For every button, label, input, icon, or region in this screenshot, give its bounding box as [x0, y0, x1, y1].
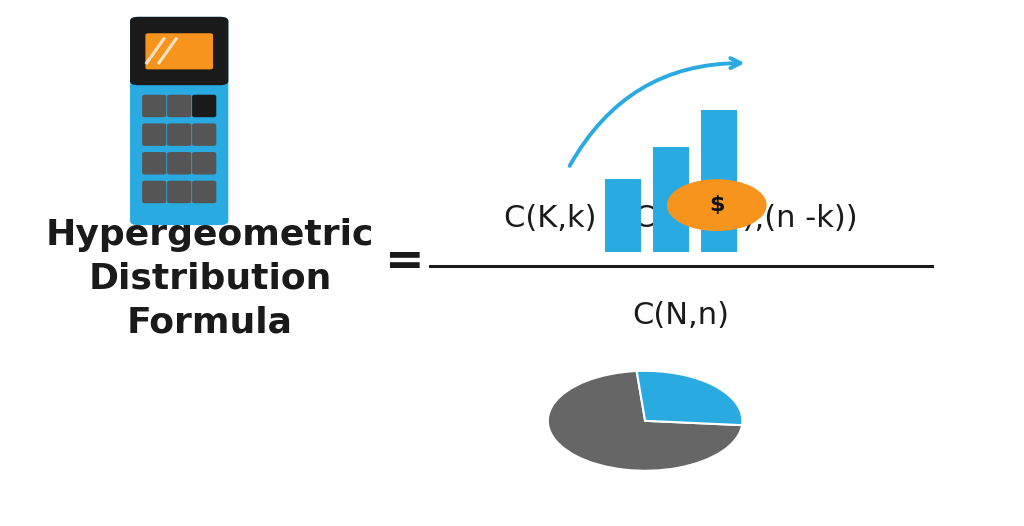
Text: C(K,k) x C((N -K),(n -k)): C(K,k) x C((N -K),(n -k)) [504, 204, 858, 233]
Bar [653, 147, 689, 252]
FancyBboxPatch shape [193, 124, 216, 146]
FancyBboxPatch shape [142, 124, 166, 146]
FancyBboxPatch shape [167, 152, 191, 175]
Text: =: = [385, 240, 424, 286]
FancyBboxPatch shape [167, 95, 191, 117]
FancyBboxPatch shape [193, 152, 216, 175]
Bar [700, 110, 737, 252]
Text: C(N,n): C(N,n) [633, 301, 729, 330]
FancyBboxPatch shape [142, 181, 166, 203]
FancyBboxPatch shape [130, 17, 228, 225]
Bar [138, 51, 220, 81]
FancyBboxPatch shape [130, 17, 228, 85]
FancyBboxPatch shape [193, 181, 216, 203]
Text: $: $ [709, 195, 725, 215]
FancyBboxPatch shape [167, 124, 191, 146]
Text: Hypergeometric
Distribution
Formula: Hypergeometric Distribution Formula [46, 218, 374, 339]
FancyBboxPatch shape [142, 152, 166, 175]
Wedge shape [548, 371, 742, 471]
FancyBboxPatch shape [193, 95, 216, 117]
FancyBboxPatch shape [145, 33, 213, 69]
FancyBboxPatch shape [142, 95, 166, 117]
Wedge shape [637, 371, 742, 425]
Bar [604, 179, 641, 252]
Circle shape [668, 180, 766, 230]
FancyBboxPatch shape [167, 181, 191, 203]
